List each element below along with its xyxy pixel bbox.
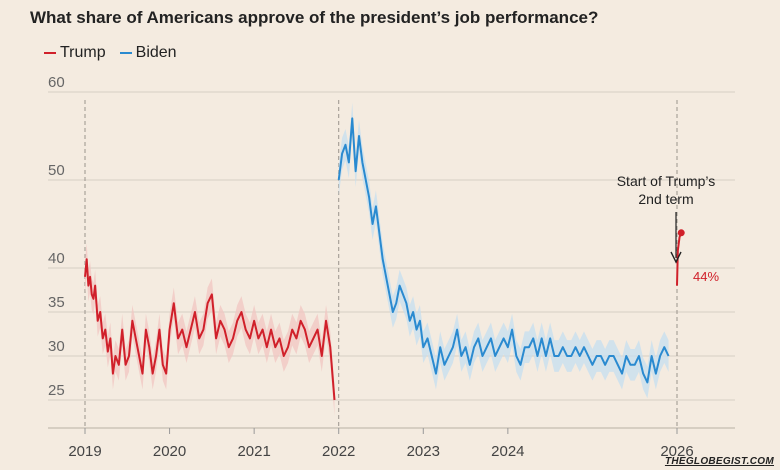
chart-title: What share of Americans approve of the p… — [30, 8, 599, 27]
legend-item-biden: Biden — [119, 44, 177, 62]
legend-label-trump: Trump — [60, 44, 106, 61]
confidence-bands — [85, 102, 669, 416]
watermark: THEGLOBEGIST.COM — [664, 456, 774, 467]
y-tick-label-35: 35 — [48, 294, 65, 311]
end-value-label: 44% — [693, 269, 719, 284]
legend-item-trump: Trump — [44, 44, 106, 62]
series-lines — [84, 117, 685, 401]
legend-label-biden: Biden — [135, 44, 177, 61]
legend-swatch-biden — [119, 52, 132, 54]
x-tick-label-2020: 2020 — [153, 443, 186, 460]
legend: Trump Biden — [44, 44, 177, 62]
y-tick-label-60: 60 — [48, 74, 65, 91]
annotation-line-1: Start of Trump’s — [617, 173, 716, 189]
band-biden — [338, 102, 669, 399]
annotations: Start of Trump’s 2nd term 44% — [617, 173, 720, 284]
x-tick-label-2023: 2023 — [407, 443, 440, 460]
series-line-biden — [337, 117, 670, 384]
annotation-line-2: 2nd term — [638, 191, 693, 207]
y-tick-label-30: 30 — [48, 338, 65, 355]
x-tick-label-2026: 2026 — [660, 443, 693, 460]
x-tick-label-2022: 2022 — [322, 443, 355, 460]
y-tick-label-50: 50 — [48, 162, 65, 179]
series-line-trump — [84, 258, 336, 401]
y-tick-label-25: 25 — [48, 382, 65, 399]
legend-swatch-trump — [44, 52, 56, 54]
axis-ticks: 25 30 35 40 50 60 2019 2020 2021 2022 2023 2024 2026 — [48, 74, 694, 460]
end-point-marker — [677, 229, 685, 237]
x-tick-label-2019: 2019 — [68, 443, 101, 460]
y-tick-label-40: 40 — [48, 250, 65, 267]
x-tick-label-2021: 2021 — [237, 443, 270, 460]
x-tick-label-2024: 2024 — [491, 443, 524, 460]
annotation-arrow-head — [670, 251, 682, 264]
